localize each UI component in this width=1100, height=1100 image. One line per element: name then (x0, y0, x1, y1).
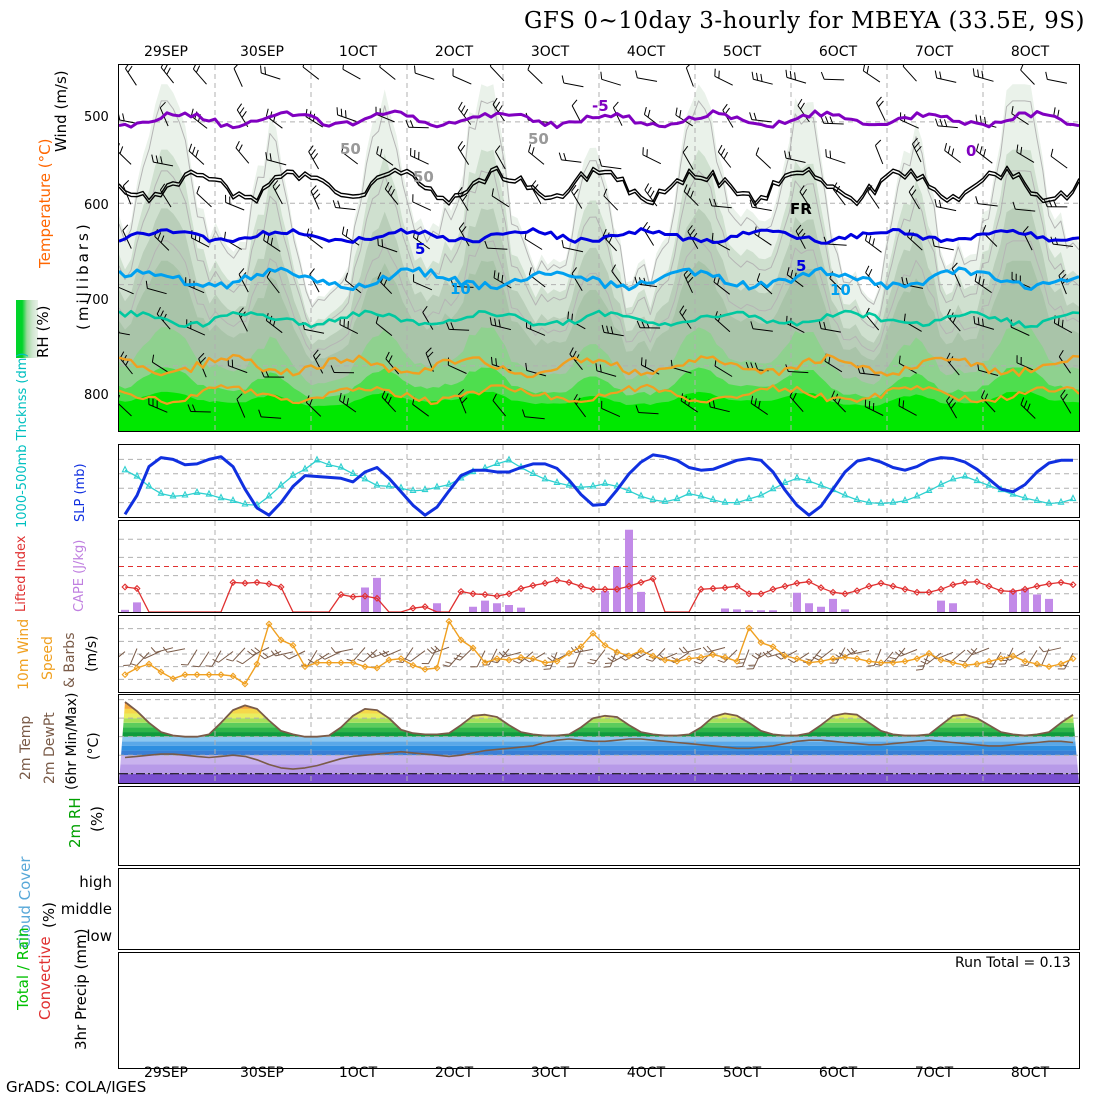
top-date-label: 1OCT (338, 44, 378, 60)
pressure-tick-500: 500 (84, 110, 109, 125)
bottom-date-label: 7OCT (914, 1065, 954, 1081)
contour-label-50a: 50 (340, 140, 361, 158)
cloud-row-middle-label: middle (60, 900, 112, 918)
bottom-date-label: 8OCT (1010, 1065, 1050, 1081)
contour-label-minus5: -5 (592, 97, 609, 115)
top-date-label: 8OCT (1010, 44, 1050, 60)
bottom-date-label: 5OCT (722, 1065, 762, 1081)
footer-credit: GrADS: COLA/IGES (6, 1078, 147, 1096)
bottom-date-label: 3OCT (530, 1065, 570, 1081)
upperair-panel-wrapper (118, 64, 1080, 432)
top-date-label: 2OCT (434, 44, 474, 60)
temp-label-b: 2m DewPt (42, 712, 58, 784)
contour-label-frz: FR (790, 200, 812, 218)
upperair-plot (118, 64, 1080, 432)
temp-unit-label: (°C) (86, 732, 102, 760)
rh-panel (118, 786, 1080, 866)
page-title: GFS 0~10day 3-hourly for MBEYA (33.5E, 9… (523, 8, 1085, 34)
upperair-svg (119, 65, 1079, 431)
contour-label-10a: 10 (450, 280, 471, 298)
pressure-tick-700: 700 (84, 293, 109, 308)
cloud-svg (119, 869, 1079, 949)
top-date-label: 29SEP (144, 44, 188, 60)
rh-colorkey (16, 300, 38, 358)
top-date-label: 30SEP (240, 44, 284, 60)
cloud-unit-label: (%) (40, 902, 58, 928)
bottom-date-label: 4OCT (626, 1065, 666, 1081)
cape-axis-label: CAPE (J/kg) (72, 539, 87, 612)
upperair-unit-label: (millibars) (74, 221, 92, 330)
temp-dewpt-panel (118, 694, 1080, 784)
bottom-date-label: 6OCT (818, 1065, 858, 1081)
bottom-date-label: 1OCT (338, 1065, 378, 1081)
contour-label-50b: 50 (528, 130, 549, 148)
temp-label-a: 2m Temp (18, 715, 34, 780)
top-date-label: 5OCT (722, 44, 762, 60)
contour-label-50c: 50 (413, 168, 434, 186)
precip-total-label: Total / Rain (14, 927, 32, 1010)
contour-label-0: 0 (966, 142, 977, 160)
precip-panel (118, 952, 1080, 1069)
pressure-tick-600: 600 (84, 198, 109, 213)
top-date-label: 6OCT (818, 44, 858, 60)
bottom-date-label: 29SEP (144, 1065, 188, 1081)
thickness-axis-label: 1000-500mb Thcknss (dm) (15, 352, 30, 528)
slp-thickness-panel (118, 444, 1080, 518)
slp-axis-label: SLP (mb) (73, 463, 88, 522)
rh-unit-label: (%) (88, 806, 106, 832)
cape-svg (119, 521, 1079, 612)
legend-wind-label: Wind (m/s) (52, 70, 70, 152)
cloud-row-high-label: high (79, 873, 112, 891)
lifted-index-axis-label: Lifted Index (14, 535, 29, 612)
rh-axis-label: 2m RH (66, 797, 84, 848)
run-total-label: Run Total = 0.13 (955, 955, 1071, 971)
precip-unit-label: 3hr Precip (mm) (72, 928, 90, 1050)
pressure-tick-800: 800 (84, 388, 109, 403)
wind-svg (119, 616, 1079, 692)
contour-label-5a: 5 (415, 240, 426, 258)
temp-label-c: (6hr Min/Max) (64, 692, 80, 790)
wind-label-c: & Barbs (62, 632, 78, 689)
bottom-date-label: 2OCT (434, 1065, 474, 1081)
cloud-row-low-label: low (86, 927, 112, 945)
slp-svg (119, 445, 1079, 517)
legend-temperature-label: Temperature (°C) (36, 138, 54, 268)
precip-svg (119, 953, 1079, 1068)
contour-label-10b: 10 (830, 281, 851, 299)
cloud-cover-panel (118, 868, 1080, 950)
bottom-date-label: 30SEP (240, 1065, 284, 1081)
top-date-label: 3OCT (530, 44, 570, 60)
precip-convective-label: Convective (36, 936, 54, 1020)
top-date-label: 4OCT (626, 44, 666, 60)
rh-svg (119, 787, 1079, 865)
wind-panel (118, 615, 1080, 693)
contour-label-5b: 5 (796, 257, 807, 275)
top-date-label: 7OCT (914, 44, 954, 60)
temp-svg (119, 695, 1079, 783)
wind-label-a: 10m Wind (16, 618, 32, 690)
cape-li-panel (118, 520, 1080, 613)
legend-rh-label: RH (%) (34, 305, 52, 358)
wind-label-b: Speed (40, 636, 56, 680)
wind-unit-label: (m/s) (84, 635, 100, 672)
